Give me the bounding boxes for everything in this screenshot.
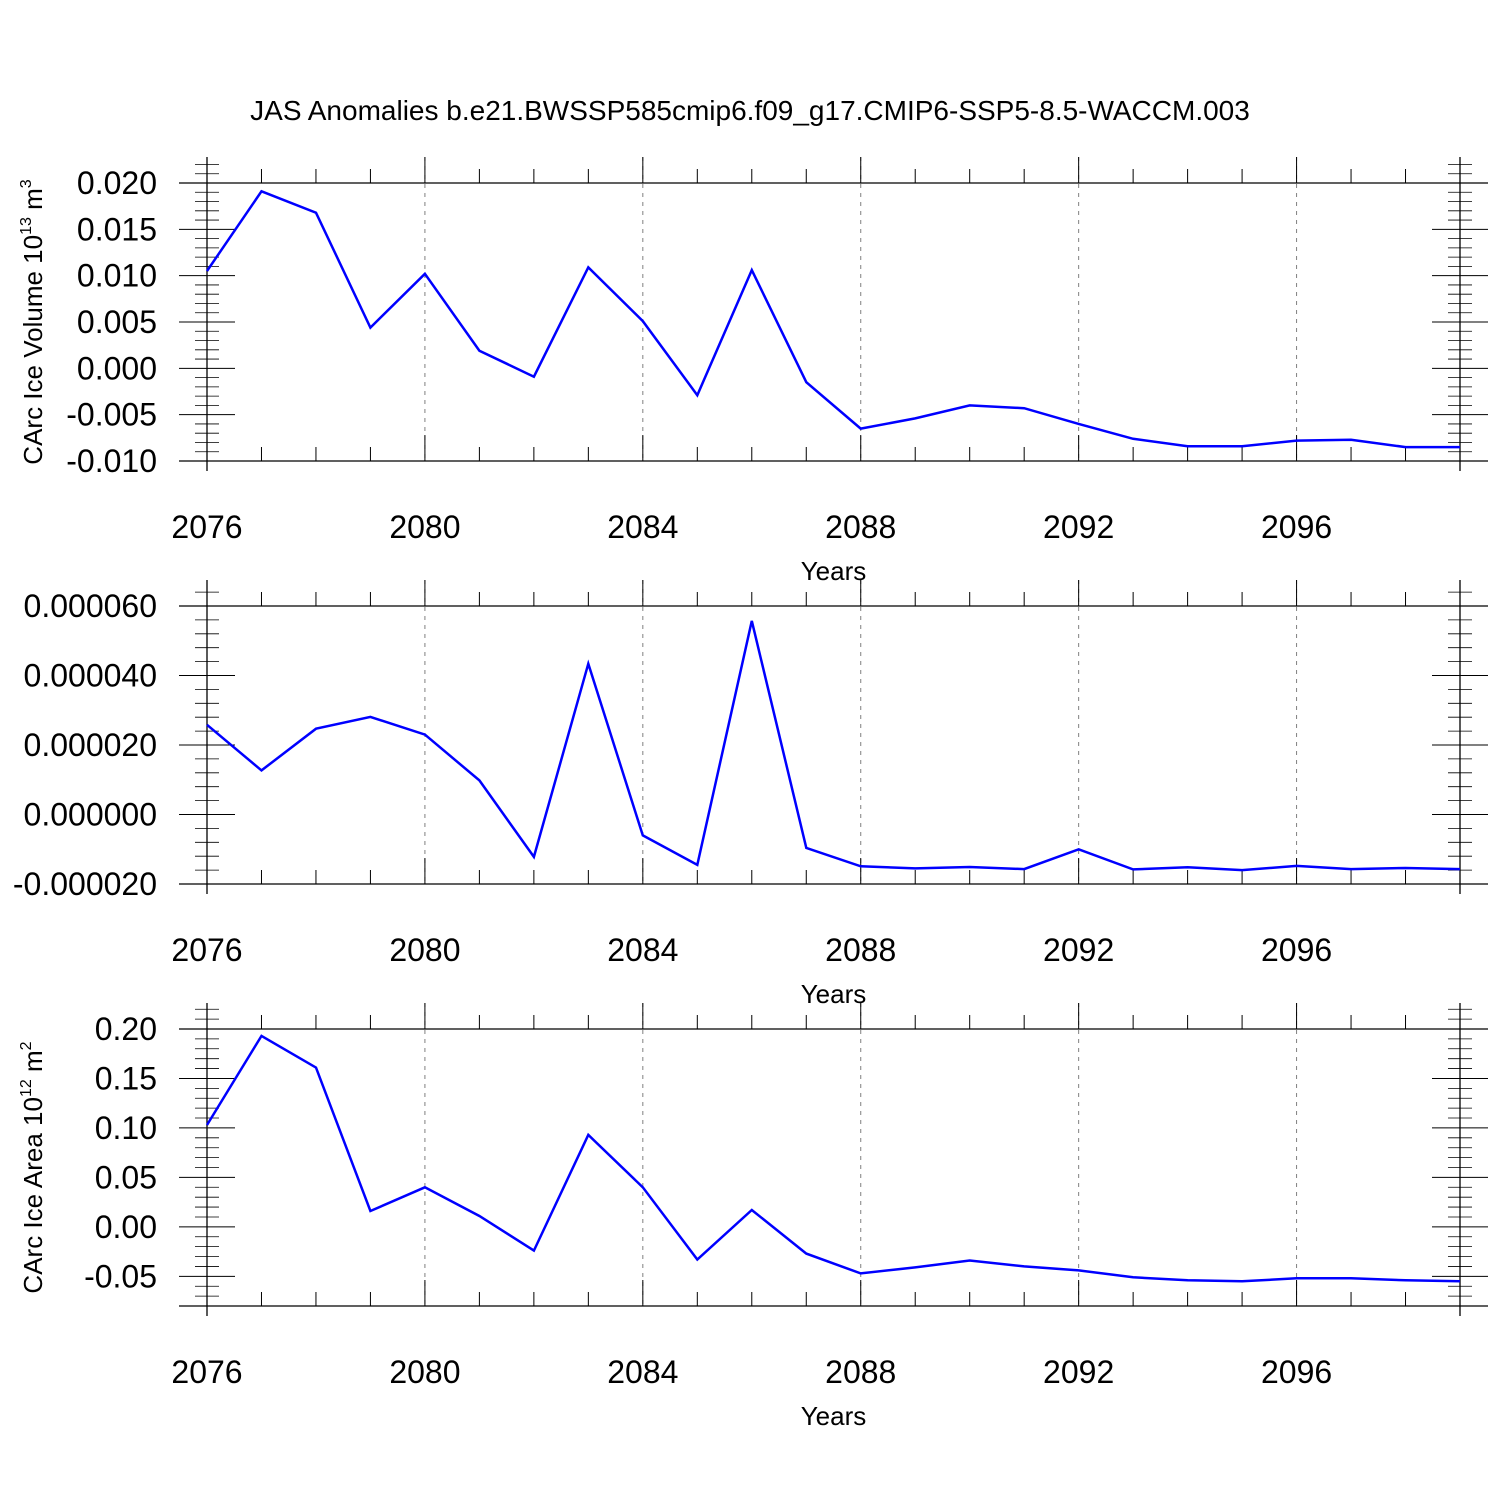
y-tick-label: 0.000000 [24, 797, 157, 833]
panel-1: -0.010 -0.005 0.000 0.005 0.010 0.015 0.020 207… [18, 157, 1488, 586]
x-tick-label: 2096 [1261, 932, 1332, 968]
panel-3: -0.05 0.00 0.05 0.10 0.15 0.20 2076 2080 2084 208… [18, 1003, 1488, 1431]
x-tick-label: 2088 [825, 932, 896, 968]
y-tick-label: 0.15 [95, 1060, 157, 1096]
x-tick-label: 2092 [1043, 509, 1114, 545]
x-axis-label: Years [801, 1401, 867, 1431]
y-tick-label: 0.000040 [24, 658, 157, 694]
chart-title: JAS Anomalies b.e21.BWSSP585cmip6.f09_g1… [250, 95, 1250, 126]
y-tick-label: 0.005 [77, 304, 157, 340]
series-line [205, 189, 1460, 449]
x-tick-label: 2080 [389, 509, 460, 545]
x-tick-label: 2084 [607, 932, 678, 968]
y-tick-label: 0.000020 [24, 727, 157, 763]
series-line [206, 620, 1461, 872]
series-line [205, 1034, 1461, 1283]
x-tick-label: 2092 [1043, 1354, 1114, 1390]
x-tick-label: 2084 [607, 509, 678, 545]
x-axis-label: Years [801, 979, 867, 1009]
y-tick-label: 0.20 [95, 1011, 157, 1047]
y-tick-label: 0.000060 [24, 588, 157, 624]
y-tick-label: 0.010 [77, 258, 157, 294]
y-tick-label: 0.00 [95, 1209, 157, 1245]
x-tick-label: 2080 [389, 932, 460, 968]
y-tick-label: -0.000020 [13, 866, 157, 902]
panels: -0.010 -0.005 0.000 0.005 0.010 0.015 0.020 207… [13, 157, 1488, 1431]
y-tick-label: 0.020 [77, 165, 157, 201]
y-axis-label: CArc Ice Volume 1013 m3 [18, 179, 48, 464]
y-tick-label: -0.005 [66, 397, 157, 433]
x-tick-label: 2092 [1043, 932, 1114, 968]
y-tick-label: 0.015 [77, 211, 157, 247]
x-tick-label: 2096 [1261, 1354, 1332, 1390]
y-tick-label: 0.000 [77, 350, 157, 386]
x-tick-label: 2088 [825, 509, 896, 545]
x-tick-label: 2096 [1261, 509, 1332, 545]
y-axis-label: CArc Ice Area 1012 m2 [18, 1041, 48, 1293]
x-tick-label: 2076 [171, 509, 242, 545]
x-axis-label: Years [801, 556, 867, 586]
x-tick-label: 2084 [607, 1354, 678, 1390]
panel-2: -0.000020 0.000000 0.000020 0.000040 0.00006… [13, 580, 1488, 1009]
y-tick-label: -0.010 [66, 443, 157, 479]
y-tick-label: -0.05 [84, 1258, 157, 1294]
x-tick-label: 2076 [171, 932, 242, 968]
x-tick-label: 2088 [825, 1354, 896, 1390]
x-tick-label: 2076 [171, 1354, 242, 1390]
y-tick-label: 0.10 [95, 1110, 157, 1146]
x-tick-label: 2080 [389, 1354, 460, 1390]
y-tick-label: 0.05 [95, 1159, 157, 1195]
